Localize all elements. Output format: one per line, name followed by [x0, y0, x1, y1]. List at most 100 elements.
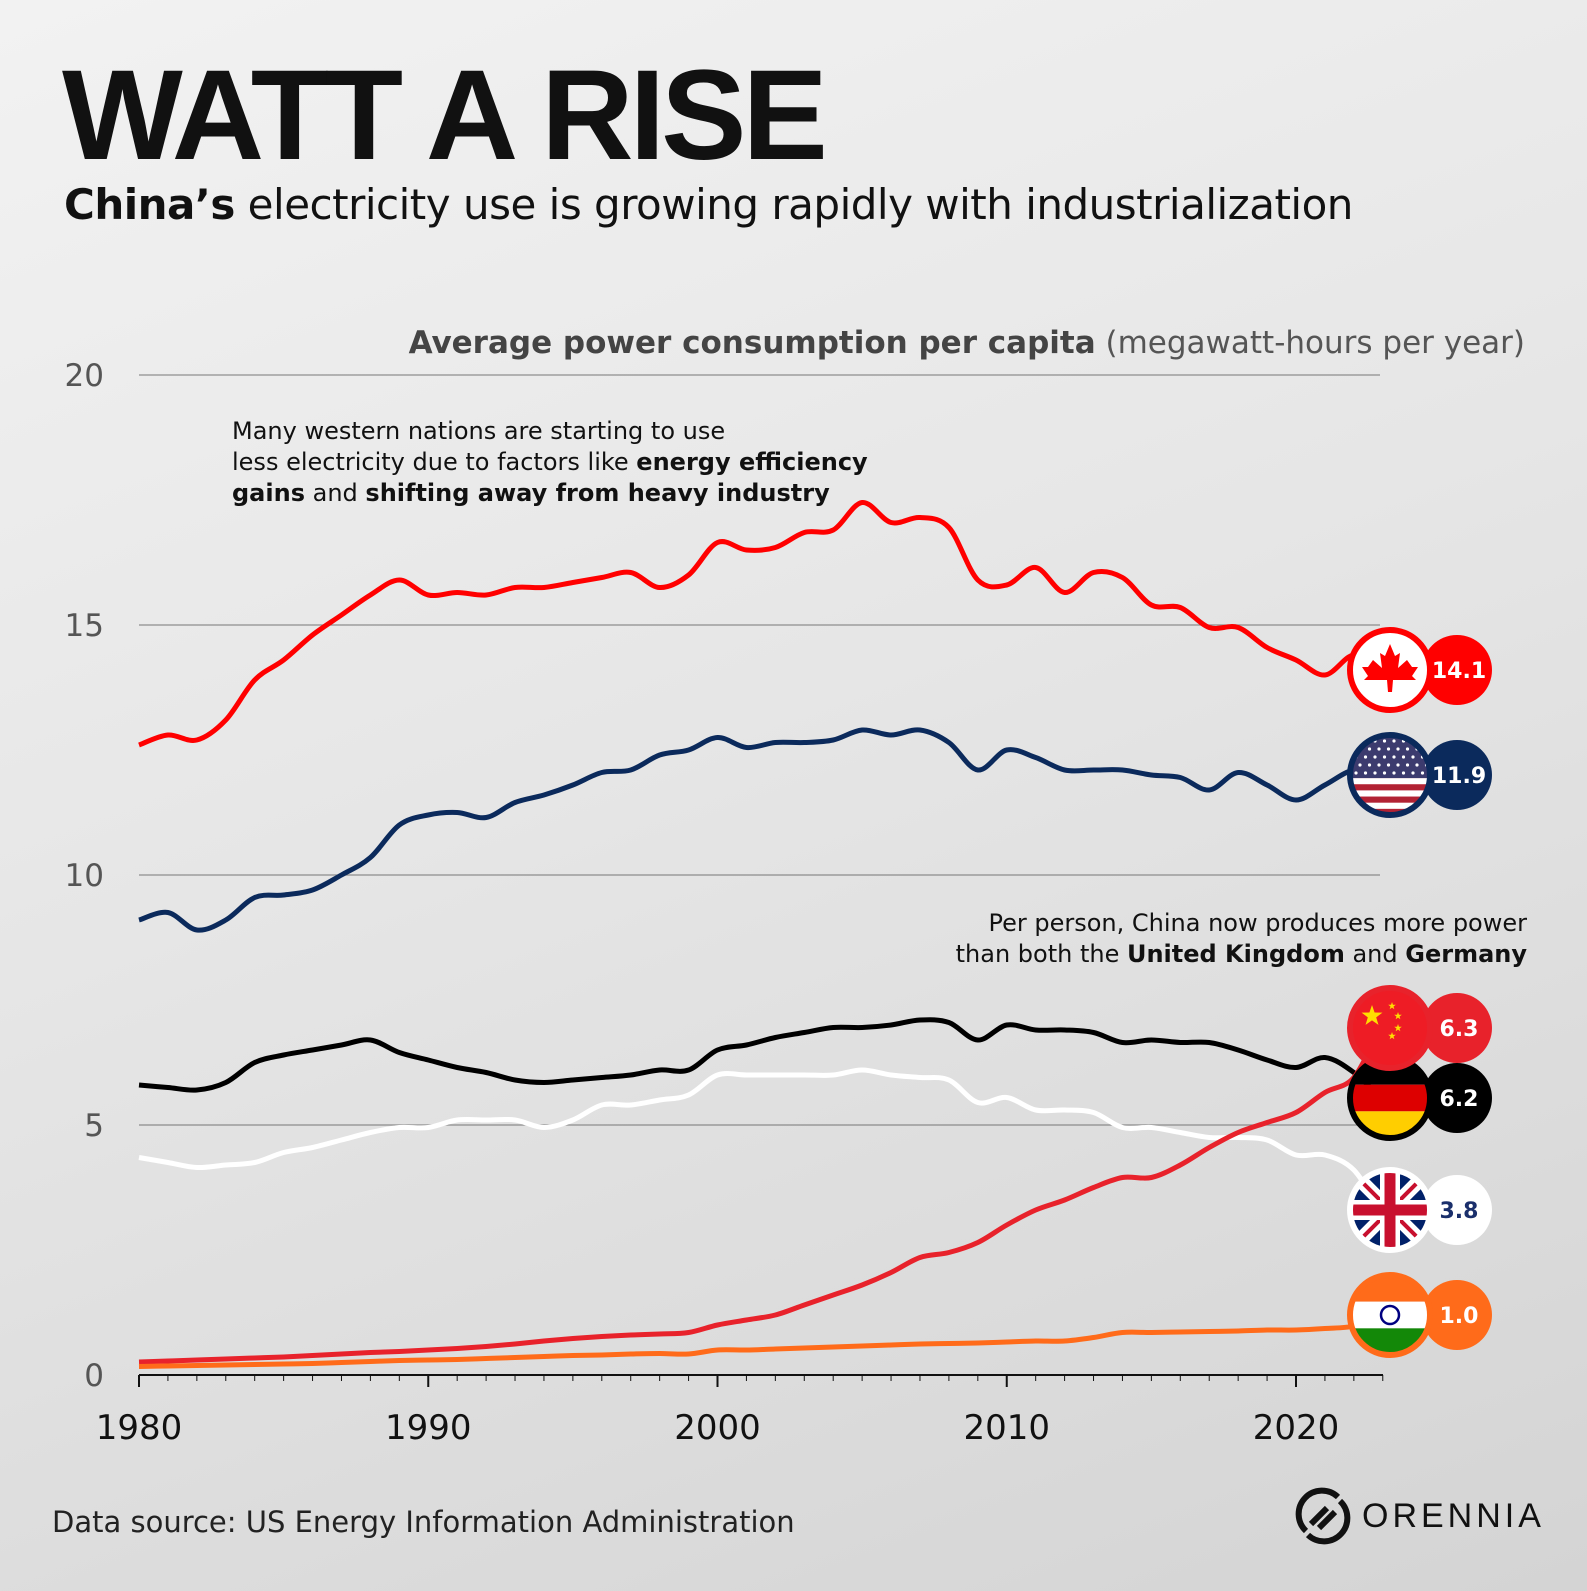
- stripe: [1352, 808, 1428, 813]
- y-axis-title-bold: Average power consumption per capita: [408, 325, 1096, 361]
- annotation-bold: shifting away from heavy industry: [365, 479, 830, 507]
- flag-field: [1352, 990, 1428, 1066]
- uk-flag-icon: [1347, 1167, 1433, 1253]
- annotation-bold: United Kingdom: [1126, 940, 1345, 968]
- value-badge: [1422, 1280, 1492, 1350]
- data-source: Data source: US Energy Information Admin…: [52, 1505, 795, 1539]
- star: [1415, 763, 1419, 767]
- y-tick-label: 0: [84, 1358, 104, 1394]
- page-title: WATT A RISE: [62, 44, 828, 187]
- annotation-bold: energy efficiency: [636, 448, 868, 476]
- series-line: [138, 1312, 1382, 1369]
- star: [1363, 771, 1368, 775]
- star: [1377, 747, 1381, 751]
- star: [1367, 763, 1372, 767]
- star: [1373, 771, 1377, 775]
- chakra: [1379, 1304, 1401, 1326]
- flag-art: [1352, 990, 1428, 1066]
- annotation-china: Per person, China now produces more powe…: [956, 908, 1527, 970]
- stripe: [1352, 790, 1428, 798]
- star: [1405, 747, 1410, 751]
- star: [1392, 739, 1396, 743]
- subtitle-rest: electricity use is growing rapidly with …: [234, 180, 1354, 229]
- x-tick-label: 2020: [1253, 1408, 1340, 1448]
- end-value-label: 6.3: [1440, 1017, 1479, 1042]
- series-uk: [138, 1067, 1383, 1212]
- star: [1382, 771, 1387, 775]
- star: [1396, 763, 1400, 767]
- band: [1352, 1084, 1428, 1112]
- star: [1361, 1005, 1383, 1025]
- stripe: [1352, 784, 1428, 791]
- value-badge: [1422, 1175, 1492, 1245]
- y-axis-title-unit: (megawatt-hours per year): [1095, 325, 1525, 361]
- end-value-label: 1.0: [1440, 1304, 1479, 1329]
- value-badge: [1422, 740, 1492, 810]
- star: [1411, 755, 1415, 759]
- value-badge: [1422, 1063, 1492, 1133]
- star: [1377, 763, 1381, 767]
- usa-flag-icon: [1347, 732, 1433, 818]
- star: [1392, 771, 1396, 775]
- series-germany: [138, 1017, 1382, 1100]
- stripe: [1352, 778, 1428, 785]
- y-tick-label: 5: [84, 1108, 104, 1144]
- cross-red: [1352, 1172, 1428, 1248]
- series-usa: [138, 727, 1381, 933]
- orennia-logo-icon: [1295, 1487, 1351, 1545]
- star: [1392, 755, 1396, 759]
- flag-ring: [1347, 1167, 1433, 1253]
- logo-text: ORENNIA: [1362, 1496, 1545, 1535]
- star: [1405, 763, 1410, 767]
- annotation-bold: Germany: [1405, 940, 1527, 968]
- annotation-western: Many western nations are starting to use…: [232, 416, 868, 509]
- star: [1354, 739, 1358, 743]
- flag-ring: [1347, 627, 1433, 713]
- star: [1420, 739, 1425, 743]
- annotation-text: and: [1344, 940, 1406, 968]
- star: [1363, 755, 1368, 759]
- y-axis-title: Average power consumption per capita (me…: [409, 325, 1525, 361]
- annotation-text: than both the: [955, 940, 1127, 968]
- annotation-text: Many western nations are starting to use: [232, 417, 726, 445]
- end-value-label: 6.2: [1440, 1087, 1479, 1112]
- star: [1382, 739, 1387, 743]
- flag-ring: [1347, 1272, 1433, 1358]
- end-value-label: 3.8: [1440, 1199, 1479, 1224]
- y-tick-label: 10: [65, 858, 104, 894]
- end-value-label: 11.9: [1432, 764, 1486, 789]
- series-line: [138, 1017, 1382, 1100]
- annotation-text: and: [304, 479, 366, 507]
- star: [1411, 771, 1415, 775]
- star: [1424, 747, 1428, 751]
- series-line: [138, 1067, 1383, 1212]
- y-tick-label: 20: [65, 358, 104, 394]
- value-badge: [1422, 635, 1492, 705]
- flag-art: [1352, 632, 1428, 708]
- brand-logo: ORENNIA: [1294, 1487, 1545, 1545]
- star: [1420, 771, 1425, 775]
- maple-leaf: [1362, 644, 1418, 692]
- stripe: [1352, 802, 1428, 810]
- series-line: [138, 1026, 1383, 1365]
- x-tick-label: 2000: [674, 1408, 761, 1448]
- india-flag-icon: [1347, 1272, 1433, 1358]
- star: [1373, 755, 1377, 759]
- series-china: [138, 1026, 1383, 1365]
- star: [1401, 771, 1406, 775]
- flag-ring: [1347, 985, 1433, 1071]
- star: [1388, 1002, 1396, 1010]
- subtitle-bold: China’s: [64, 180, 235, 229]
- star: [1394, 1024, 1402, 1032]
- flag-ring: [1347, 732, 1433, 818]
- star: [1386, 763, 1391, 767]
- series-line: [138, 500, 1382, 748]
- star: [1367, 747, 1372, 751]
- star: [1396, 747, 1400, 751]
- x-tick-label: 1990: [385, 1408, 472, 1448]
- value-badge: [1422, 993, 1492, 1063]
- y-tick-label: 15: [65, 608, 104, 644]
- subtitle: China’s electricity use is growing rapid…: [64, 180, 1353, 229]
- x-tick-label: 2010: [963, 1408, 1050, 1448]
